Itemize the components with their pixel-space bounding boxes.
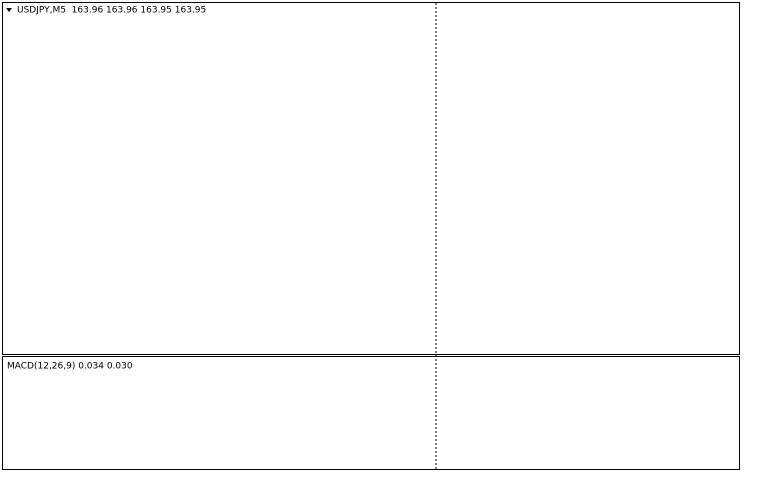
chart-title: USDJPY,M5 163.96 163.96 163.95 163.95: [17, 6, 206, 16]
price-panel-border: [2, 2, 740, 355]
collapse-icon[interactable]: [6, 8, 12, 12]
macd-panel-border: [2, 356, 740, 470]
macd-title: MACD(12,26,9) 0.034 0.030: [7, 362, 133, 372]
